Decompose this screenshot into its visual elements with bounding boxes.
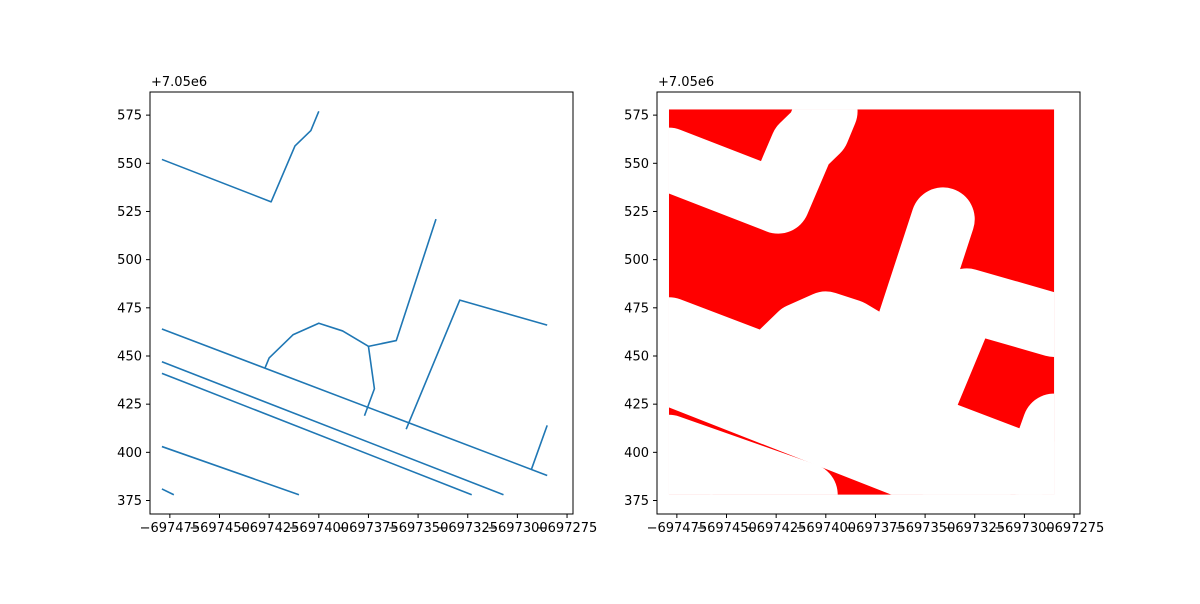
y-tick-label: 475 [117,301,142,316]
x-tick-label: −697375 [338,521,399,536]
y-tick-label: 550 [117,157,142,172]
x-tick-label: −697450 [189,521,250,536]
x-tick-label: −697300 [487,521,548,536]
x-tick-label: −697275 [1044,521,1105,536]
x-tick-label: −697450 [696,521,757,536]
right-x-ticks: −697475−697450−697425−697400−697375−6973… [647,514,1105,536]
y-tick-label: 450 [624,349,649,364]
road-buffer [668,109,858,234]
road-buffer [668,341,1011,495]
y-tick-label: 575 [117,109,142,124]
x-tick-label: −697475 [140,521,201,536]
right-offset-label: +7.05e6 [658,75,714,90]
road-line [264,218,437,368]
left-plot-lines [161,110,548,496]
road-line [161,110,320,203]
road-buffer [668,457,713,495]
road-line [363,346,376,417]
x-tick-label: −697475 [647,521,708,536]
road-buffer [881,268,1055,461]
y-tick-label: 425 [624,398,649,413]
road-line [530,425,548,470]
x-tick-label: −697325 [944,521,1005,536]
y-tick-label: 525 [624,205,649,220]
x-tick-label: −697425 [746,521,807,536]
x-tick-label: −697300 [994,521,1055,536]
road-line [161,328,548,477]
x-tick-label: −697325 [437,521,498,536]
y-tick-label: 500 [624,253,649,268]
right-plot-area [668,109,1055,495]
road-line [161,488,175,496]
y-tick-label: 375 [624,494,649,509]
y-tick-label: 425 [117,398,142,413]
y-tick-label: 400 [624,446,649,461]
x-tick-label: −697375 [845,521,906,536]
left-axes-frame [149,91,574,515]
y-tick-label: 525 [117,205,142,220]
y-tick-label: 475 [624,301,649,316]
left-axes: −697475−697450−697425−697400−697375−6973… [117,75,597,536]
road-line [161,445,300,496]
road-line [161,372,473,496]
left-x-ticks: −697475−697450−697425−697400−697375−6973… [140,514,598,536]
road-buffer [668,414,838,495]
x-tick-label: −697400 [289,521,350,536]
right-y-ticks: 375 400 425 450 475 500 525 550 575 [624,109,657,509]
x-tick-label: −697400 [796,521,857,536]
y-tick-label: 550 [624,157,649,172]
right-axes-frame [656,91,1081,515]
x-tick-label: −697425 [239,521,300,536]
left-y-ticks: 375 400 425 450 475 500 525 550 575 [117,109,150,509]
x-tick-label: −697350 [388,521,449,536]
y-tick-label: 500 [117,253,142,268]
road-line [405,299,548,430]
road-line [161,361,504,496]
y-tick-label: 450 [117,349,142,364]
y-tick-label: 375 [117,494,142,509]
right-axes: −697475−697450−697425−697400−697375−6973… [624,75,1104,536]
x-tick-label: −697350 [895,521,956,536]
y-tick-label: 575 [624,109,649,124]
y-tick-label: 400 [117,446,142,461]
road-buffer [1006,393,1055,495]
left-offset-label: +7.05e6 [151,75,207,90]
x-tick-label: −697275 [537,521,598,536]
road-buffer [839,314,914,448]
